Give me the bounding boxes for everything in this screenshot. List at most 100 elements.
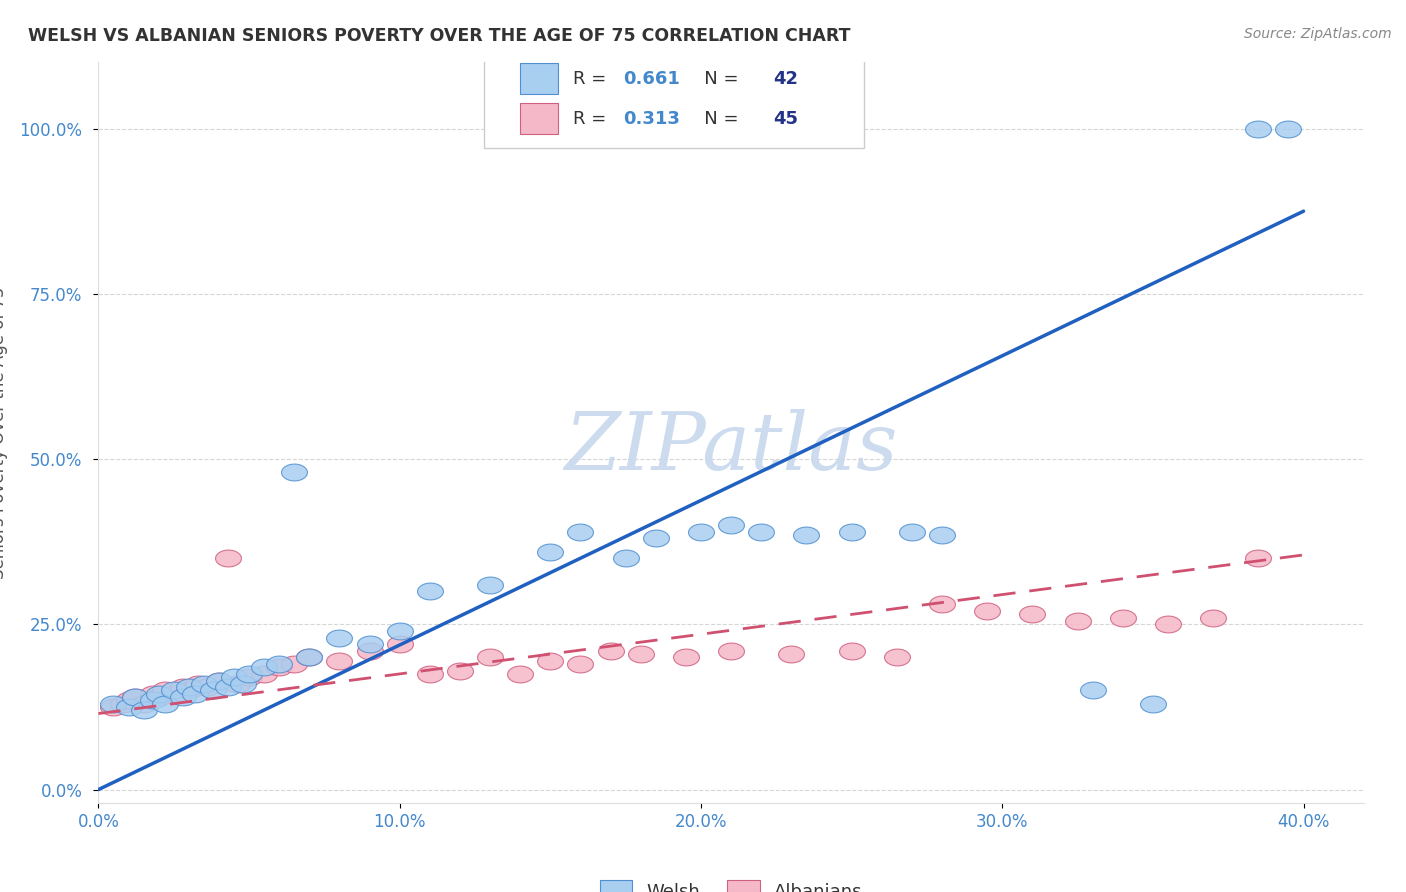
Point [388,624,411,638]
FancyBboxPatch shape [484,47,863,147]
Point [796,528,818,542]
Point [841,524,863,539]
Point [886,650,908,665]
Point [298,650,321,665]
Point [720,518,742,533]
Point [226,677,249,691]
Point [269,657,291,671]
Point [509,666,531,681]
Point [1247,121,1270,136]
Point [675,650,697,665]
Text: N =: N = [686,70,744,88]
Point [388,637,411,651]
Point [283,657,305,671]
Point [841,644,863,658]
Point [1112,611,1135,625]
Point [298,650,321,665]
Point [117,693,139,707]
Point [359,637,381,651]
Point [117,700,139,714]
Point [132,697,155,711]
Text: WELSH VS ALBANIAN SENIORS POVERTY OVER THE AGE OF 75 CORRELATION CHART: WELSH VS ALBANIAN SENIORS POVERTY OVER T… [28,27,851,45]
Point [142,693,165,707]
Point [124,690,146,704]
Point [208,673,231,688]
Point [1247,551,1270,566]
Point [177,680,200,694]
Point [749,524,772,539]
Point [328,631,350,645]
Point [187,677,209,691]
FancyBboxPatch shape [520,63,558,95]
Point [1021,607,1043,622]
Point [103,697,125,711]
Legend: Welsh, Albanians: Welsh, Albanians [591,871,872,892]
Point [283,465,305,479]
Text: R =: R = [574,110,612,128]
Point [690,524,713,539]
Point [163,683,186,698]
Point [269,660,291,674]
Point [1081,683,1104,698]
Text: R =: R = [574,70,612,88]
Point [599,644,621,658]
Point [208,673,231,688]
Point [232,677,254,691]
Point [419,666,441,681]
Point [569,657,592,671]
Point [931,598,953,612]
Y-axis label: Seniors Poverty Over the Age of 75: Seniors Poverty Over the Age of 75 [0,286,8,579]
Point [148,690,170,704]
Point [132,703,155,717]
Text: 42: 42 [773,70,797,88]
Point [419,584,441,599]
Point [172,690,194,704]
Point [103,700,125,714]
Point [569,524,592,539]
Point [614,551,637,566]
Point [153,683,176,698]
Point [1142,697,1164,711]
Point [238,670,260,684]
Point [1157,617,1180,632]
Point [153,697,176,711]
Point [253,660,276,674]
Point [931,528,953,542]
Point [177,683,200,698]
Point [172,680,194,694]
Text: 45: 45 [773,110,797,128]
Point [720,644,742,658]
Point [780,647,803,661]
Point [359,644,381,658]
Point [201,683,224,698]
Point [328,654,350,668]
Point [1066,614,1088,628]
Point [538,654,561,668]
Point [217,551,239,566]
Point [253,666,276,681]
Point [538,544,561,558]
Text: N =: N = [686,110,744,128]
Point [111,697,134,711]
Point [195,680,218,694]
Point [449,664,471,678]
Point [976,604,998,618]
Point [644,532,666,546]
Text: 0.661: 0.661 [623,70,681,88]
Text: Source: ZipAtlas.com: Source: ZipAtlas.com [1244,27,1392,41]
Point [148,687,170,701]
FancyBboxPatch shape [520,103,558,135]
Point [1277,121,1299,136]
Point [163,687,186,701]
Point [479,650,502,665]
Text: 0.313: 0.313 [623,110,681,128]
Point [184,687,207,701]
Point [630,647,652,661]
Text: ZIPatlas: ZIPatlas [564,409,898,486]
Point [124,690,146,704]
Point [193,677,215,691]
Point [217,680,239,694]
Point [222,670,245,684]
Point [901,524,924,539]
Point [479,577,502,591]
